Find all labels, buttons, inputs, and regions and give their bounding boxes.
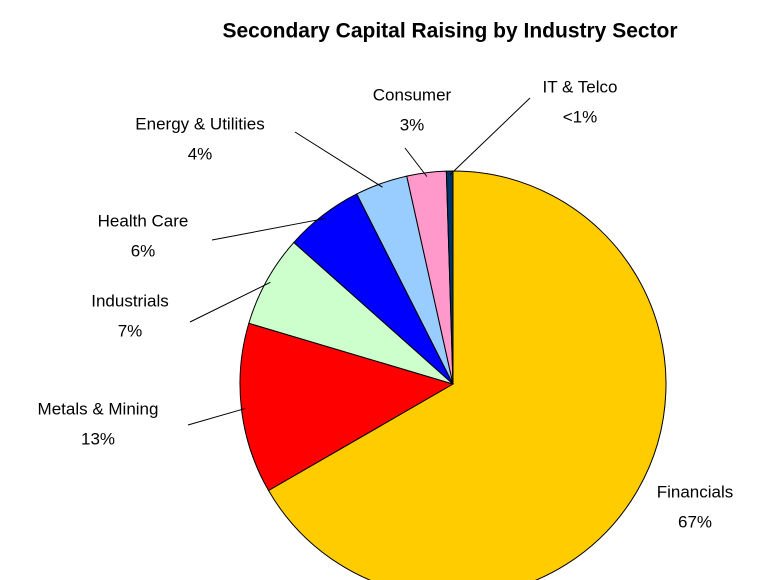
slice-value-label: <1%	[563, 107, 598, 126]
slice-label: Industrials	[91, 291, 168, 310]
slice-label: Financials	[657, 482, 734, 501]
pie-slice	[445, 170, 454, 385]
slice-label: Health Care	[98, 211, 189, 230]
slice-label: Energy & Utilities	[135, 114, 264, 133]
slice-label: Consumer	[373, 85, 452, 104]
slice-value-label: 3%	[400, 115, 425, 134]
slice-label: IT & Telco	[543, 77, 618, 96]
chart-title: Secondary Capital Raising by Industry Se…	[222, 20, 677, 43]
slice-value-label: 4%	[188, 144, 213, 163]
leader-line	[449, 97, 531, 176]
leader-line	[211, 217, 326, 241]
slice-label: Metals & Mining	[38, 399, 159, 418]
slice-value-label: 6%	[131, 241, 156, 260]
leader-line	[187, 407, 246, 426]
leader-line	[189, 281, 271, 323]
slice-value-label: 67%	[678, 512, 712, 531]
pie-slice	[239, 322, 455, 492]
slice-value-label: 7%	[118, 321, 143, 340]
slice-value-label: 13%	[81, 429, 115, 448]
pie-slice	[267, 170, 667, 580]
leader-line	[294, 131, 383, 188]
leader-line	[404, 147, 428, 177]
